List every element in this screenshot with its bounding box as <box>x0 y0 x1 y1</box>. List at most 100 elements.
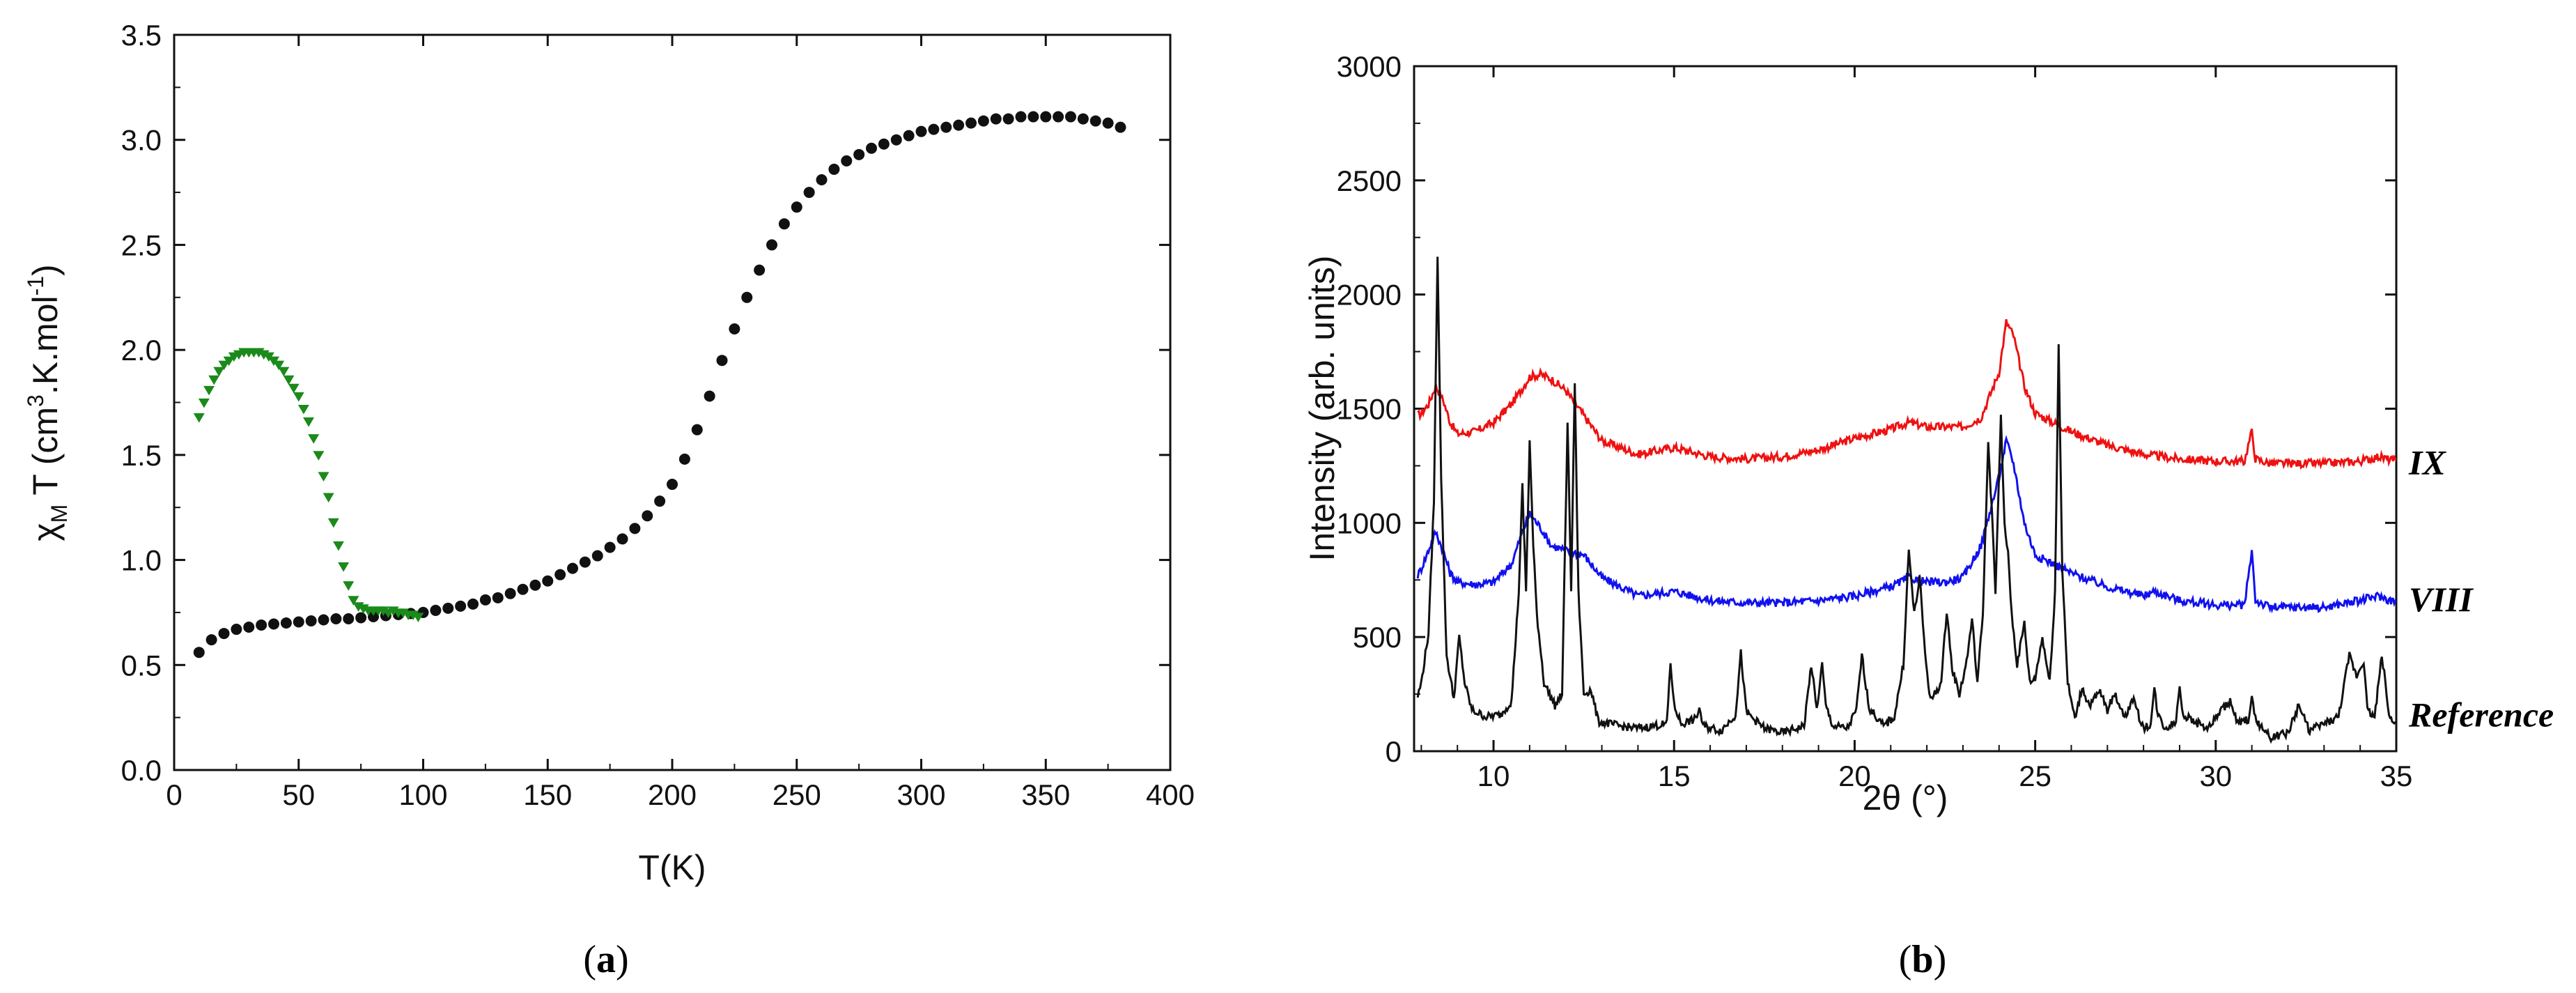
panel-a-y-tick-label: 1.5 <box>121 439 162 472</box>
panel-b-x-tick-label: 10 <box>1477 760 1510 792</box>
panel-b-y-tick-label: 1500 <box>1337 393 1402 426</box>
data-point <box>903 130 915 141</box>
data-point <box>442 602 454 614</box>
data-point <box>492 592 504 603</box>
panel-a-y-ticks: 0.0 0.5 1.0 1.5 2.0 2.5 3.0 3.5 <box>121 19 1170 787</box>
data-point <box>231 624 242 636</box>
panel-a-x-tick-label: 150 <box>523 778 572 811</box>
data-point <box>1077 113 1089 125</box>
data-point <box>343 581 355 591</box>
panel-a-y-tick-label: 2.0 <box>121 334 162 367</box>
data-point <box>297 404 309 415</box>
data-point <box>678 453 690 465</box>
data-point <box>1040 111 1052 123</box>
data-point <box>778 218 790 230</box>
data-point <box>1015 111 1027 123</box>
panel-a-x-tick-label: 300 <box>897 778 945 811</box>
data-point <box>667 479 678 491</box>
y-title-end: ) <box>26 264 65 276</box>
data-point <box>629 523 641 534</box>
data-point <box>218 360 230 371</box>
panel-a-x-tick-label: 50 <box>282 778 315 811</box>
data-point <box>554 569 566 580</box>
panel-b-x-tick-label: 35 <box>2380 760 2413 792</box>
panel-b-label: (b) <box>1899 938 1946 981</box>
data-point <box>327 518 339 528</box>
panel-b-series <box>1416 256 2396 744</box>
data-point <box>355 612 367 624</box>
panel-a-plot-frame <box>173 33 1172 771</box>
y-title-sup1: 3 <box>23 394 48 407</box>
data-point <box>273 360 285 371</box>
panel-a-x-axis-title: T(K) <box>638 848 706 887</box>
panel-b-y-tick-label: 0 <box>1386 735 1402 768</box>
panel-b-y-tick-label: 500 <box>1353 621 1402 654</box>
data-point <box>348 596 359 606</box>
data-point <box>293 616 304 628</box>
data-point <box>654 495 666 507</box>
data-point <box>642 510 653 522</box>
data-point <box>479 594 491 606</box>
data-point <box>953 119 965 131</box>
data-point <box>791 201 802 213</box>
data-point <box>278 367 290 377</box>
panel-a-chart: 0 50 100 150 200 250 300 350 400 0.0 0.5 1.0 1.5 2.0… <box>23 19 1195 981</box>
data-point <box>467 598 479 610</box>
data-point <box>198 398 210 408</box>
data-point <box>878 138 890 150</box>
data-point <box>940 121 952 133</box>
panel-b-x-tick-label: 20 <box>1838 760 1871 792</box>
data-point <box>318 614 329 626</box>
series-green-triangles <box>193 348 424 622</box>
series-black-circles <box>193 111 1126 659</box>
data-point <box>604 541 616 553</box>
data-point <box>729 323 740 334</box>
data-point <box>305 615 317 626</box>
data-point <box>890 134 902 146</box>
y-title-t: T (cm <box>26 407 65 505</box>
data-point <box>1027 111 1039 123</box>
data-point <box>517 583 529 595</box>
data-point <box>1002 113 1014 125</box>
data-point <box>828 163 840 175</box>
panel-b-y-tick-label: 2000 <box>1337 279 1402 311</box>
data-point <box>1115 121 1126 133</box>
data-point <box>338 562 350 572</box>
panel-b-y-tick-label: 2500 <box>1337 164 1402 197</box>
data-point <box>256 619 267 631</box>
panel-b-x-tick-label: 30 <box>2199 760 2232 792</box>
data-point <box>330 613 342 624</box>
data-point <box>1102 117 1114 129</box>
data-point <box>343 613 355 624</box>
data-point <box>205 634 217 646</box>
panel-a-x-ticks: 0 50 100 150 200 250 300 350 400 <box>166 35 1195 811</box>
panel-b-y-tick-label: 1000 <box>1337 507 1402 539</box>
panel-b-x-ticks: 10 15 20 25 30 35 <box>1420 66 2413 792</box>
y-title-mid: .K.mol <box>26 295 65 394</box>
data-point <box>853 148 865 160</box>
data-point <box>866 142 877 154</box>
data-point <box>990 113 1002 125</box>
y-title-sup2: -1 <box>23 276 48 295</box>
panel-a-y-tick-label: 0.0 <box>121 754 162 787</box>
panel-a-y-tick-label: 3.5 <box>121 19 162 52</box>
data-point <box>504 587 516 599</box>
data-point <box>218 628 230 640</box>
panel-a-x-tick-label: 400 <box>1146 778 1195 811</box>
panel-a-letter: a <box>596 938 616 981</box>
data-point <box>542 575 554 587</box>
data-point <box>313 451 325 461</box>
panel-a-series <box>193 111 1126 659</box>
data-point <box>579 556 591 568</box>
trace-label-ix: IX <box>2408 443 2446 482</box>
data-point <box>430 604 442 616</box>
panel-b-letter: b <box>1911 938 1933 981</box>
data-point <box>303 417 315 427</box>
data-point <box>293 392 304 402</box>
trace-label-reference: Reference <box>2408 695 2554 734</box>
data-point <box>193 413 205 423</box>
panel-b-y-axis-title: Intensity (arb. units) <box>1303 255 1342 561</box>
data-point <box>283 375 295 385</box>
data-point <box>223 356 235 367</box>
data-point <box>368 610 379 622</box>
